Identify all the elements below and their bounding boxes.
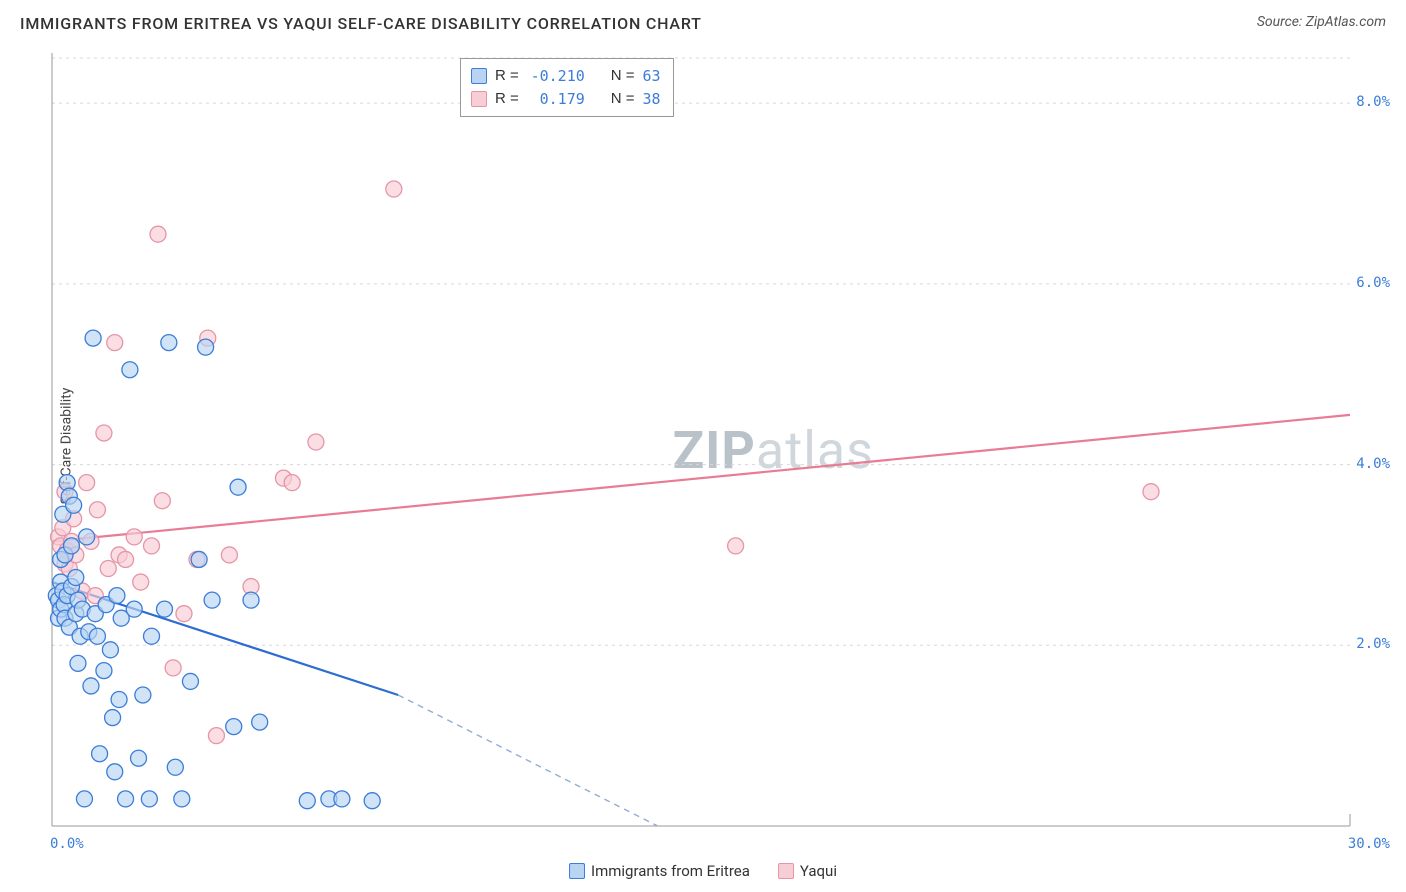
- y-tick-label: 8.0%: [1356, 94, 1390, 110]
- r-value: 0.179: [527, 88, 585, 111]
- legend-item-yaqui: Yaqui: [778, 862, 837, 880]
- legend-swatch-icon: [569, 863, 585, 879]
- legend-swatch-icon: [471, 68, 487, 84]
- legend-item-eritrea: Immigrants from Eritrea: [569, 862, 750, 880]
- source-attribution: Source: ZipAtlas.com: [1257, 14, 1386, 30]
- source-label: Source:: [1257, 14, 1306, 30]
- n-label: N =: [611, 65, 635, 88]
- source-link[interactable]: ZipAtlas.com: [1306, 14, 1386, 30]
- n-label: N =: [611, 88, 635, 111]
- correlation-stats-box: R = -0.210 N = 63 R = 0.179 N = 38: [460, 58, 674, 117]
- legend-swatch-icon: [471, 91, 487, 107]
- series-legend: Immigrants from Eritrea Yaqui: [569, 862, 837, 880]
- n-value: 38: [643, 88, 661, 111]
- r-label: R =: [495, 88, 519, 111]
- stats-row: R = -0.210 N = 63: [471, 65, 661, 88]
- x-tick-label: 30.0%: [1348, 836, 1390, 852]
- x-tick-label: 0.0%: [50, 836, 84, 852]
- scatter-chart: [0, 40, 1406, 892]
- n-value: 63: [643, 65, 661, 88]
- y-tick-label: 4.0%: [1356, 456, 1390, 472]
- r-label: R =: [495, 65, 519, 88]
- legend-label: Yaqui: [800, 862, 837, 880]
- y-tick-label: 2.0%: [1356, 636, 1390, 652]
- legend-swatch-icon: [778, 863, 794, 879]
- y-tick-label: 6.0%: [1356, 275, 1390, 291]
- legend-label: Immigrants from Eritrea: [591, 862, 750, 880]
- stats-row: R = 0.179 N = 38: [471, 88, 661, 111]
- chart-title: IMMIGRANTS FROM ERITREA VS YAQUI SELF-CA…: [20, 14, 702, 33]
- r-value: -0.210: [527, 65, 585, 88]
